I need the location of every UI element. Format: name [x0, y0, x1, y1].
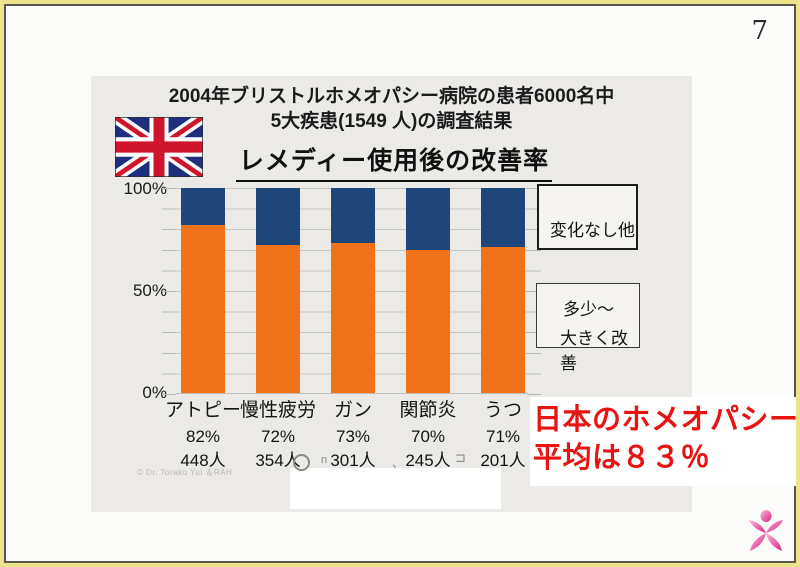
covered-text-fragment-circle [293, 454, 310, 471]
covered-text-fragment: n [321, 454, 328, 466]
bar-segment-no-change [256, 188, 300, 246]
percent-label: 72% [260, 427, 296, 446]
category-label: ガン [333, 400, 372, 421]
category-label: 関節炎 [399, 400, 457, 421]
percent-label: 70% [410, 427, 446, 446]
bar-segment-improved [481, 247, 525, 393]
bar-関節炎 [406, 188, 450, 393]
bar-segment-improved [331, 243, 375, 393]
bar-segment-no-change [406, 188, 450, 250]
y-axis-tick-0: 0% [142, 383, 167, 402]
y-axis-tick-50: 50% [132, 281, 167, 300]
category-label: アトピー [164, 400, 241, 421]
legend-no-change-label: 変化なし他 [550, 221, 635, 240]
x-label-うつ: うつ 71% 201人 [461, 398, 545, 473]
x-label-関節炎: 関節炎 70% 245人 [386, 398, 470, 473]
bar-ガン [331, 188, 375, 393]
annotation-line1: 日本のホメオパシー [533, 404, 799, 436]
pink-flower-logo [749, 510, 783, 551]
count-label: 448人 [180, 451, 226, 470]
bar-うつ [481, 188, 525, 393]
x-label-アトピー: アトピー 82% 448人 [161, 398, 245, 473]
legend-swatch-orange [544, 301, 558, 314]
annotation-line2: 平均は８３％ [533, 442, 711, 474]
annotation-box: 日本のホメオパシー 平均は８３％ [530, 397, 799, 486]
legend-swatch-blue [558, 198, 575, 213]
bar-segment-improved [256, 245, 300, 393]
bar-segment-improved [406, 249, 450, 393]
bar-segment-no-change [181, 188, 225, 225]
slide-title-line2: 5大疾患(1549 人)の調査結果 [270, 111, 513, 132]
covered-text-fragment: ⊐ [455, 450, 466, 465]
y-axis-tick-100: 100% [123, 179, 167, 198]
x-label-慢性疲労: 慢性疲労 72% 354人 [236, 398, 320, 473]
legend-no-change: 変化なし他 [537, 184, 638, 250]
legend-improved: 多少～ 大きく改善 [536, 283, 640, 373]
chart-title: レメディー使用後の改善率 [174, 141, 614, 182]
x-label-ガン: ガン 73% 301人 [311, 398, 395, 473]
slide-title-line1: 2004年ブリストルホメオパシー病院の患者6000名中 [168, 86, 615, 107]
legend-improved-line2: 大きく改善 [560, 329, 628, 373]
legend-improved-line1: 多少～ [563, 300, 614, 319]
chart-plot [176, 188, 527, 394]
page-number: 7 [751, 16, 768, 46]
white-cover-box [290, 468, 501, 509]
bar-segment-improved [181, 224, 225, 393]
covered-text-fragment: 、 [392, 456, 405, 470]
count-label: 201人 [480, 451, 526, 470]
bar-慢性疲労 [256, 188, 300, 393]
bar-segment-no-change [481, 188, 525, 248]
percent-label: 71% [485, 427, 521, 446]
bar-segment-no-change [331, 188, 375, 244]
y-axis-ticks-left [162, 188, 176, 395]
percent-label: 73% [335, 427, 371, 446]
count-label: 354人 [255, 451, 301, 470]
uk-flag-icon [115, 117, 203, 177]
count-label: 301人 [330, 451, 376, 470]
category-label: うつ [483, 400, 522, 421]
count-label: 245人 [405, 451, 451, 470]
percent-label: 82% [185, 427, 221, 446]
copyright-text: © Dr. Torako Yui ＆RAH [137, 468, 233, 477]
bar-アトピー [181, 188, 225, 393]
category-label: 慢性疲労 [239, 400, 316, 421]
